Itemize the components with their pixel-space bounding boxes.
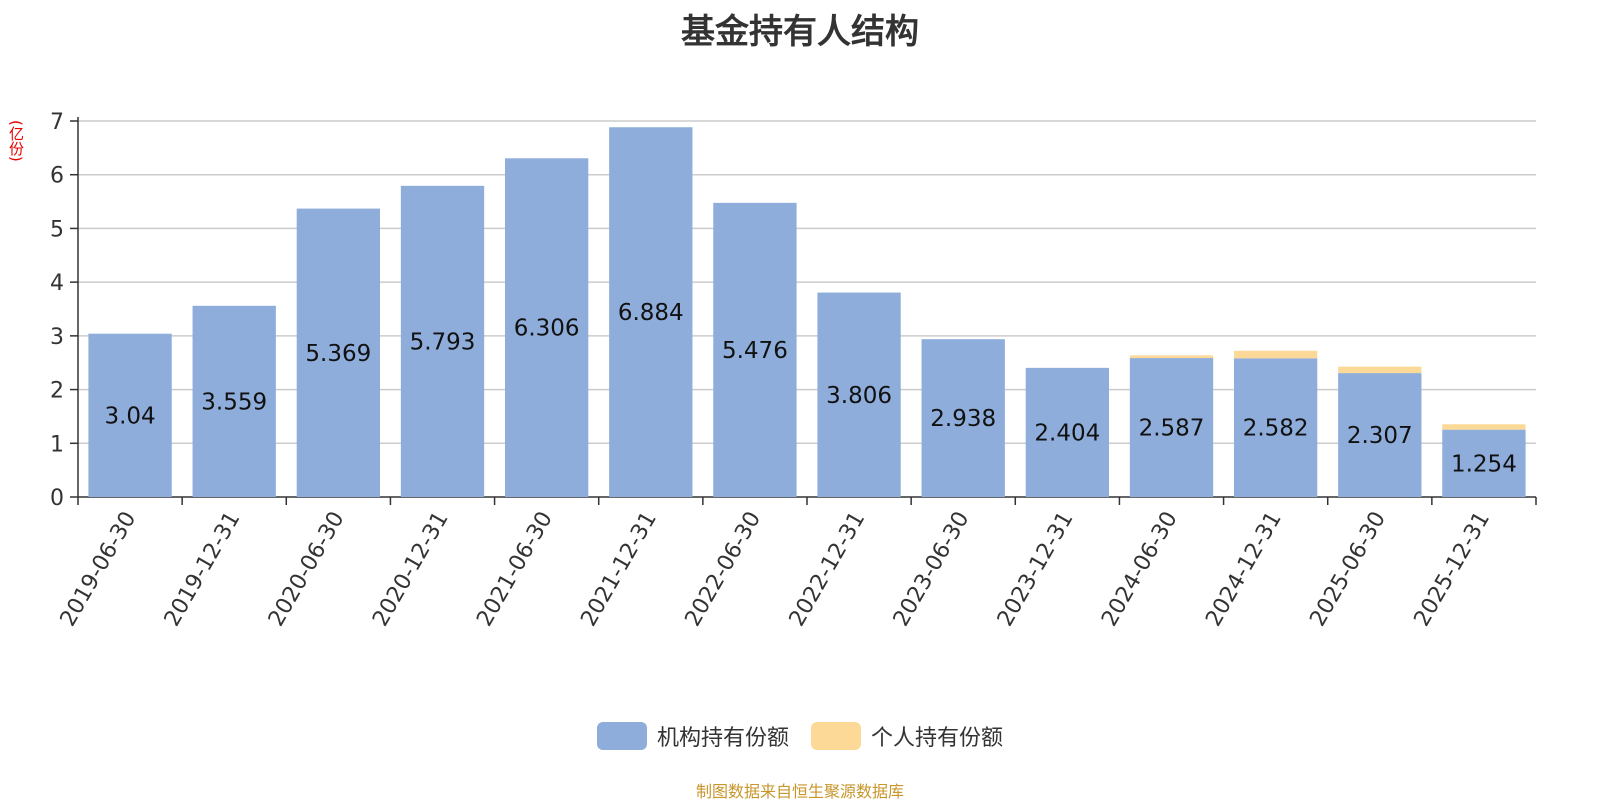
- x-tick-label: 2020-06-30: [264, 508, 350, 631]
- x-tick-label: 2022-06-30: [681, 508, 767, 631]
- bar-institutional: [504, 158, 589, 497]
- data-label: 6.306: [514, 316, 580, 342]
- bar-institutional: [88, 333, 172, 497]
- x-tick-label: 2020-12-31: [368, 508, 454, 631]
- bar-institutional: [1442, 429, 1526, 497]
- legend: 机构持有份额 个人持有份额: [0, 720, 1600, 752]
- y-tick-label: 6: [50, 164, 64, 189]
- legend-item-individual[interactable]: 个人持有份额: [811, 720, 1003, 752]
- bar-institutional: [921, 339, 1005, 497]
- y-tick-label: 4: [50, 271, 64, 296]
- chart-title: 基金持有人结构: [681, 12, 919, 52]
- data-label: 6.884: [618, 300, 684, 326]
- x-tick-label: 2023-12-31: [993, 508, 1079, 631]
- x-tick-label: 2022-12-31: [785, 508, 871, 631]
- y-tick-label: 0: [50, 486, 64, 511]
- data-label: 3.806: [826, 383, 892, 409]
- legend-swatch-institutional: [596, 722, 647, 750]
- y-tick-label: 5: [50, 217, 64, 242]
- x-tick-label: 2021-06-30: [472, 508, 558, 631]
- bar-institutional: [817, 292, 901, 497]
- data-label: 1.254: [1451, 451, 1517, 477]
- data-label: 2.938: [930, 406, 996, 432]
- bar-institutional: [296, 208, 381, 497]
- x-tick-label: 2024-12-31: [1201, 508, 1287, 631]
- bar-institutional: [1025, 367, 1110, 497]
- x-tick-label: 2025-12-31: [1410, 508, 1496, 631]
- x-tick-label: 2023-06-30: [889, 508, 975, 631]
- data-label: 5.369: [305, 341, 371, 367]
- y-tick-label: 1: [50, 432, 64, 457]
- y-axis-unit-label: (亿份): [7, 120, 25, 162]
- bar-institutional: [1129, 358, 1214, 497]
- y-tick-label: 7: [50, 110, 64, 135]
- bar-institutional: [400, 185, 485, 498]
- legend-label-institutional: 机构持有份额: [656, 726, 789, 751]
- bar-institutional: [1338, 373, 1422, 497]
- data-label: 2.582: [1243, 416, 1309, 442]
- data-label: 2.307: [1347, 423, 1413, 449]
- data-label: 5.793: [410, 329, 476, 355]
- bar-individual: [1129, 355, 1214, 359]
- source-note: 制图数据来自恒生聚源数据库: [695, 782, 904, 801]
- legend-label-individual: 个人持有份额: [871, 726, 1004, 751]
- y-tick-label: 3: [50, 325, 64, 350]
- x-tick-label: 2024-06-30: [1097, 508, 1183, 631]
- x-tick-label: 2019-06-30: [56, 508, 142, 631]
- data-label: 3.04: [104, 403, 155, 429]
- x-tick-label: 2025-06-30: [1305, 508, 1391, 631]
- x-tick-label: 2019-12-31: [160, 508, 246, 631]
- bar-institutional: [1233, 358, 1318, 497]
- bar-institutional: [609, 127, 693, 497]
- x-tick-label: 2021-12-31: [576, 508, 662, 631]
- data-label: 2.587: [1139, 416, 1205, 442]
- legend-item-institutional[interactable]: 机构持有份额: [596, 720, 789, 752]
- data-label: 3.559: [201, 389, 267, 415]
- bar-individual: [1233, 350, 1318, 359]
- y-tick-label: 2: [50, 379, 64, 404]
- legend-swatch-individual: [811, 722, 861, 750]
- data-label: 2.404: [1034, 420, 1100, 446]
- data-label: 5.476: [722, 338, 788, 364]
- bar-individual: [1338, 366, 1422, 374]
- bar-individual: [1442, 424, 1526, 430]
- bar-institutional: [713, 202, 797, 497]
- bar-institutional: [192, 305, 276, 497]
